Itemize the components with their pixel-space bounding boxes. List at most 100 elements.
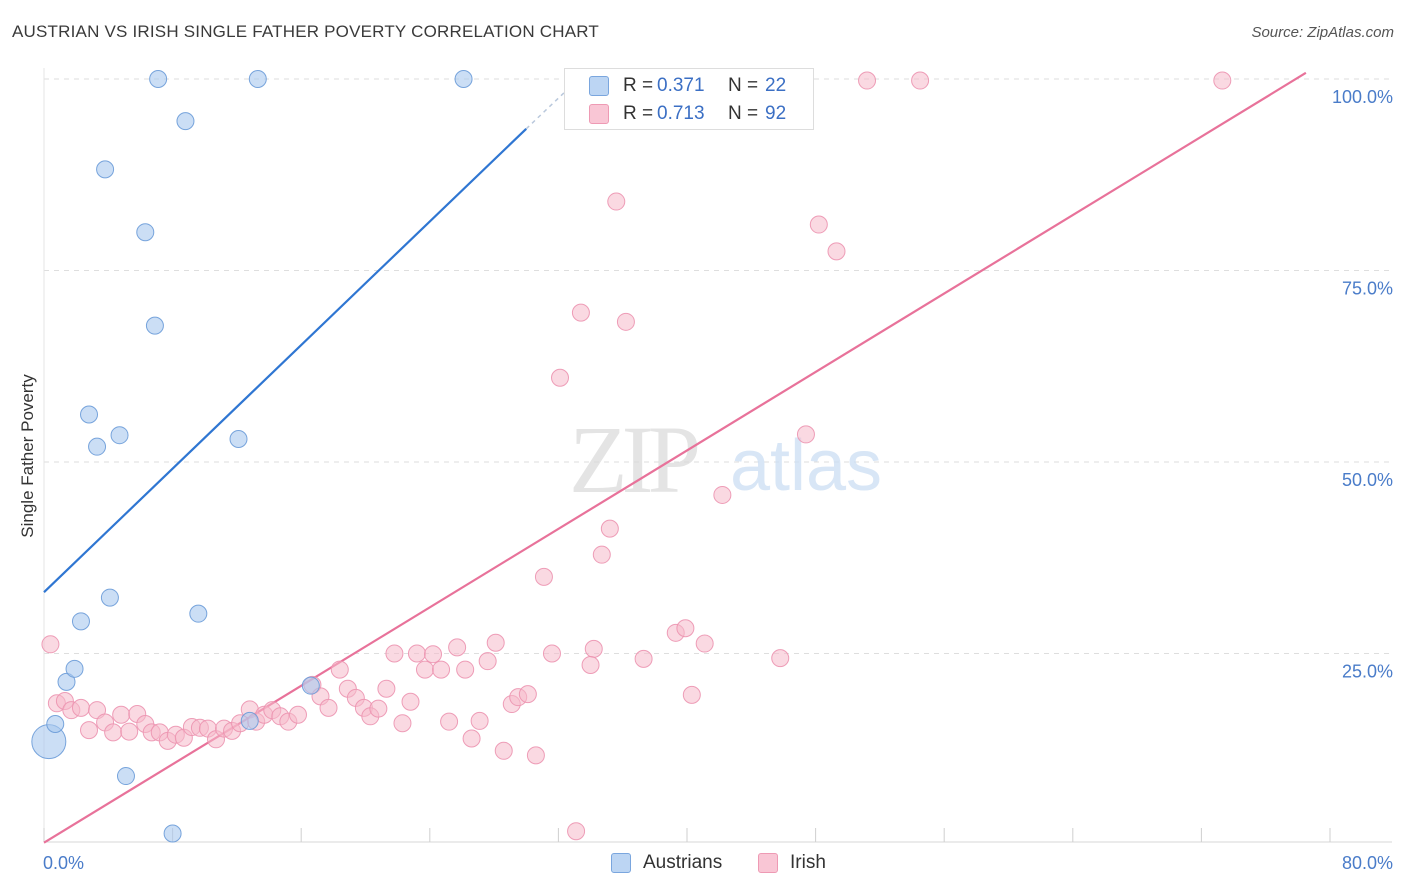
austrians-r-label: R = xyxy=(623,75,654,96)
irish-point xyxy=(551,368,570,387)
irish-r-label: R = xyxy=(623,103,654,124)
austrian-point xyxy=(454,70,473,88)
irish-point xyxy=(377,679,396,698)
austrian-point xyxy=(248,70,267,88)
austrian-point xyxy=(100,588,119,607)
austrian-point xyxy=(145,316,164,335)
irish-point xyxy=(534,567,553,586)
austrian-point xyxy=(65,659,84,678)
y-axis-label: Single Father Poverty xyxy=(18,374,37,538)
austrians-r-value: 0.371 xyxy=(657,75,705,96)
irish-point xyxy=(112,705,131,724)
irish-swatch xyxy=(589,104,609,124)
irish-point xyxy=(567,822,586,841)
irish-point xyxy=(104,723,123,742)
stats-legend-box: R = 0.371 N = 22 R = 0.713 N = 92 xyxy=(564,68,814,130)
x-axis-ticks xyxy=(43,828,1331,842)
y-tick-label-25: 25.0% xyxy=(1342,662,1393,682)
irish-point xyxy=(432,660,451,679)
legend-item-irish[interactable]: Irish xyxy=(758,852,826,874)
irish-point xyxy=(584,639,603,658)
irish-point xyxy=(526,746,545,765)
austrian-point xyxy=(46,714,65,733)
austrian-point xyxy=(240,711,259,730)
austrian-point xyxy=(110,426,129,445)
irish-point xyxy=(71,698,90,717)
irish-point xyxy=(827,242,846,261)
irish-point xyxy=(518,685,537,704)
irish-point xyxy=(494,741,513,760)
irish-point xyxy=(456,660,475,679)
irish-n-value: 92 xyxy=(765,103,787,124)
irish-point xyxy=(771,649,790,668)
irish-n-label: N = xyxy=(728,103,759,124)
irish-point xyxy=(330,660,349,679)
austrians-n-label: N = xyxy=(728,75,759,96)
irish-point xyxy=(401,692,420,711)
austrians-n-value: 22 xyxy=(765,75,787,96)
austrian-point xyxy=(116,767,135,786)
irish-point xyxy=(462,729,481,748)
austrians-trendline-extension xyxy=(525,89,567,130)
irish-point xyxy=(486,633,505,652)
irish-point xyxy=(571,303,590,322)
irish-point xyxy=(600,519,619,538)
irish-point xyxy=(682,685,701,704)
y-tick-label-75: 75.0% xyxy=(1342,279,1393,299)
austrian-point xyxy=(136,223,155,242)
irish-point xyxy=(385,644,404,663)
austrian-point xyxy=(71,612,90,631)
austrian-point xyxy=(88,437,107,456)
irish-point xyxy=(592,545,611,564)
austrian-point xyxy=(57,672,76,691)
austrian-point xyxy=(96,160,115,179)
irish-point xyxy=(319,698,338,717)
irish-point xyxy=(393,714,412,733)
irish-point xyxy=(415,660,434,679)
irish-point xyxy=(796,425,815,444)
irish-point xyxy=(80,721,99,740)
irish-point xyxy=(120,722,139,741)
irish-point xyxy=(407,644,426,663)
austrian-point xyxy=(163,824,182,843)
irish-point xyxy=(542,644,561,663)
y-tick-label-50: 50.0% xyxy=(1342,470,1393,490)
irish-point xyxy=(634,649,653,668)
watermark-zip: ZIP xyxy=(569,406,698,513)
legend-item-austrians[interactable]: Austrians xyxy=(611,852,722,874)
irish-point xyxy=(440,712,459,731)
irish-point xyxy=(369,699,388,718)
grid-lines xyxy=(43,68,1392,843)
austrian-point xyxy=(301,676,320,695)
y-axis-tick-labels: 25.0% 50.0% 75.0% 100.0% xyxy=(1332,87,1393,682)
legend-irish-label: Irish xyxy=(790,852,826,873)
austrian-point xyxy=(149,70,168,88)
legend-austrians-swatch xyxy=(611,853,631,873)
irish-point xyxy=(713,485,732,504)
irish-point xyxy=(607,192,626,211)
x-axis-max-label: 80.0% xyxy=(1342,853,1393,873)
austrian-points xyxy=(31,70,473,843)
austrian-point xyxy=(229,430,248,449)
irish-point xyxy=(41,635,60,654)
austrians-swatch xyxy=(589,76,609,96)
austrian-point xyxy=(189,604,208,623)
legend-irish-swatch xyxy=(758,853,778,873)
irish-point xyxy=(911,71,930,90)
irish-point xyxy=(809,215,828,234)
irish-point xyxy=(470,711,489,730)
chart-title: AUSTRIAN VS IRISH SINGLE FATHER POVERTY … xyxy=(12,22,599,41)
irish-point xyxy=(478,652,497,671)
irish-point xyxy=(858,71,877,90)
irish-point xyxy=(1213,71,1232,90)
y-tick-label-100: 100.0% xyxy=(1332,87,1393,107)
legend-austrians-label: Austrians xyxy=(643,852,723,873)
x-axis-min-label: 0.0% xyxy=(43,853,84,873)
bottom-legend: Austrians Irish xyxy=(0,852,1406,878)
irish-point xyxy=(288,705,307,724)
irish-point xyxy=(581,655,600,674)
irish-point xyxy=(676,619,695,638)
austrians-trendline xyxy=(43,127,528,594)
irish-point xyxy=(424,645,443,664)
